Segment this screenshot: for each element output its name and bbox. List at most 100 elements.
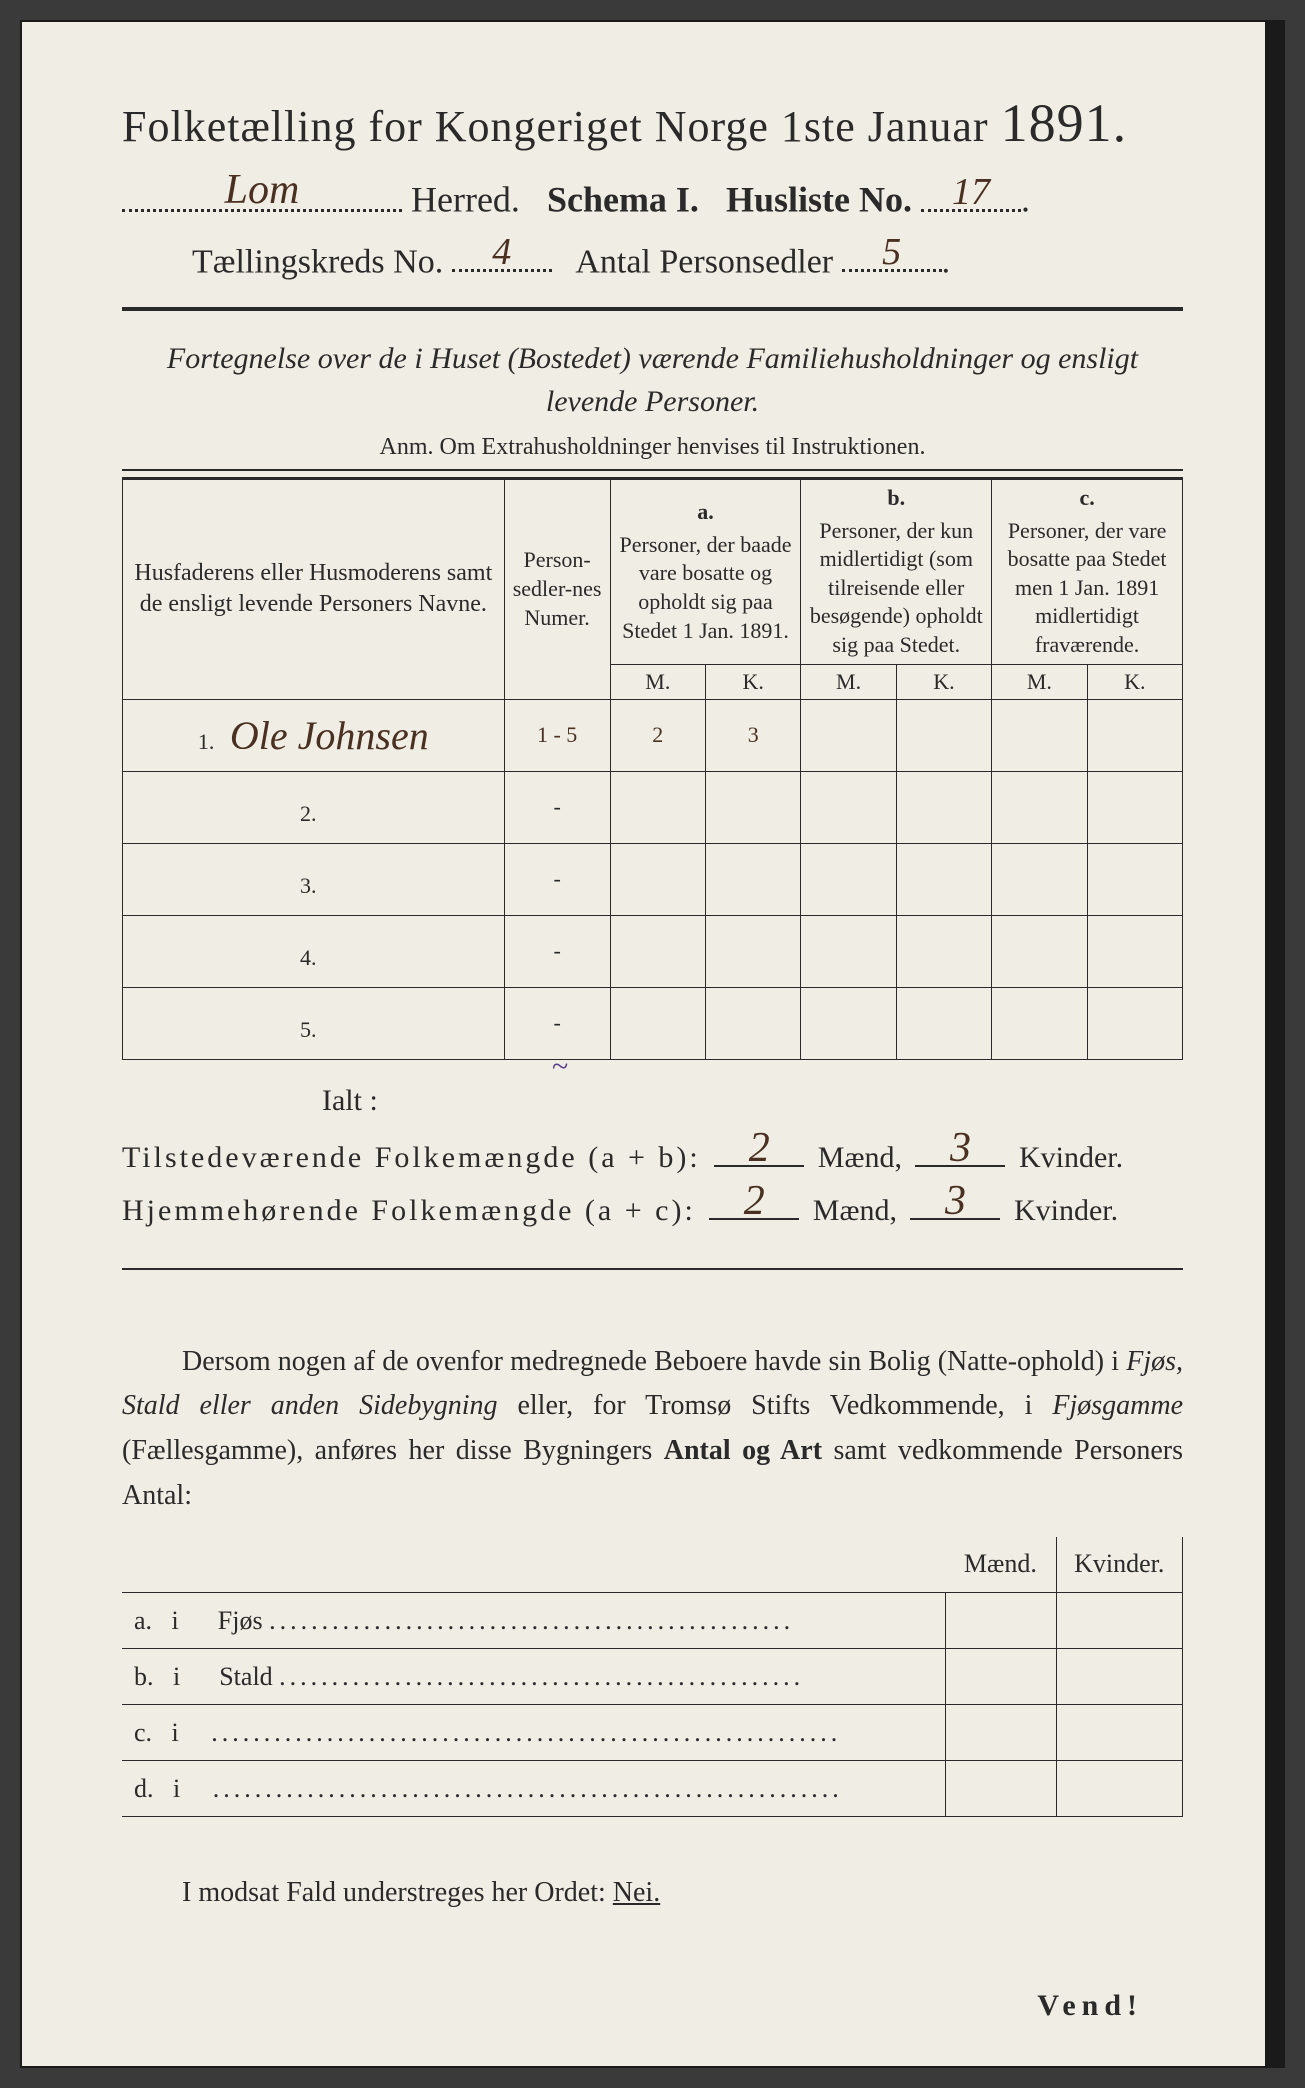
- cell: [992, 699, 1087, 771]
- col-b-label: b.: [807, 484, 985, 513]
- cell: 3: [706, 699, 801, 771]
- small-k-cell: [1056, 1649, 1183, 1705]
- small-m-cell: [945, 1705, 1056, 1761]
- husliste-label: Husliste No.: [726, 180, 912, 220]
- cell: [896, 699, 991, 771]
- sum-line-1: Tilstedeværende Folkemængde (a + b): 2 M…: [122, 1134, 1183, 1175]
- nei-line: I modsat Fald understreges her Ordet: Ne…: [122, 1877, 1183, 1909]
- sum1-k: 3: [915, 1127, 1005, 1169]
- cell: [610, 987, 705, 1059]
- cell: [801, 699, 896, 771]
- antal-value: 5: [842, 233, 942, 271]
- cell: [896, 771, 991, 843]
- cell: [706, 771, 801, 843]
- sum2-m: 2: [709, 1180, 799, 1222]
- small-m-cell: [945, 1593, 1056, 1649]
- col-a-text: Personer, der baade vare bosatte og opho…: [620, 532, 792, 643]
- col1-header: Husfaderens eller Husmoderens samt de en…: [123, 478, 505, 699]
- schema-label: Schema I.: [547, 180, 699, 220]
- anm-text: Anm. Om Extrahusholdninger henvises til …: [122, 434, 1183, 461]
- cell: [706, 915, 801, 987]
- kreds-value: 4: [452, 233, 552, 271]
- mk-header: K.: [706, 664, 801, 699]
- table-row: 1. Ole Johnsen1 - 523: [123, 699, 1183, 771]
- mk-header: K.: [1087, 664, 1182, 699]
- main-table: Husfaderens eller Husmoderens samt de en…: [122, 477, 1183, 1060]
- cell: [896, 843, 991, 915]
- small-k-cell: [1056, 1761, 1183, 1817]
- mk-header: M.: [610, 664, 705, 699]
- small-k-header: Kvinder.: [1056, 1537, 1183, 1593]
- cell: [992, 987, 1087, 1059]
- mk-header: K.: [896, 664, 991, 699]
- cell: [706, 843, 801, 915]
- cell: [1087, 915, 1182, 987]
- small-lead: a. i Fjøs: [122, 1593, 945, 1649]
- sum2-k: 3: [910, 1180, 1000, 1222]
- sum1-k-label: Kvinder.: [1019, 1141, 1123, 1174]
- small-table-row: a. i Fjøs: [122, 1593, 1183, 1649]
- col2-header: Person-sedler-nes Numer.: [504, 478, 610, 699]
- divider-thin: [122, 1268, 1183, 1270]
- cell: [1087, 699, 1182, 771]
- table-row: 4. -: [123, 915, 1183, 987]
- small-lead: c. i: [122, 1705, 945, 1761]
- sedler-cell: -: [504, 987, 610, 1059]
- col-c-text: Personer, der vare bosatte paa Stedet me…: [1008, 518, 1167, 657]
- cell: [992, 771, 1087, 843]
- cell: [801, 843, 896, 915]
- nei-word: Nei.: [613, 1877, 660, 1908]
- title-year: 1891.: [1001, 93, 1128, 153]
- row-number: 4.: [123, 915, 505, 987]
- table-row: 5. -: [123, 987, 1183, 1059]
- cell: [610, 771, 705, 843]
- small-m-header: Mænd.: [945, 1537, 1056, 1593]
- title-text: Folketælling for Kongeriget Norge 1ste J…: [122, 102, 989, 151]
- row-number: 3.: [123, 843, 505, 915]
- row-number: 1. Ole Johnsen: [123, 699, 505, 771]
- table-row: 2. -: [123, 771, 1183, 843]
- cell: [610, 915, 705, 987]
- title: Folketælling for Kongeriget Norge 1ste J…: [122, 92, 1183, 154]
- sedler-cell: 1 - 5: [504, 699, 610, 771]
- small-k-cell: [1056, 1705, 1183, 1761]
- small-lead: b. i Stald: [122, 1649, 945, 1705]
- header-line-3: Tællingskreds No. 4 Antal Personsedler 5…: [122, 235, 1183, 281]
- antal-label: Antal Personsedler: [575, 243, 833, 280]
- table-row: 3. -: [123, 843, 1183, 915]
- small-table: Mænd. Kvinder. a. i Fjøs b. i Stald c. i…: [122, 1537, 1183, 1818]
- cell: [610, 843, 705, 915]
- small-table-row: d. i: [122, 1761, 1183, 1817]
- census-form-page: Folketælling for Kongeriget Norge 1ste J…: [20, 20, 1285, 2068]
- small-k-cell: [1056, 1593, 1183, 1649]
- col-b-text: Personer, der kun midlertidigt (som tilr…: [810, 518, 983, 657]
- vend-label: Vend!: [122, 1989, 1183, 2023]
- cell: [801, 771, 896, 843]
- cell: [801, 987, 896, 1059]
- small-m-cell: [945, 1761, 1056, 1817]
- cell: [896, 987, 991, 1059]
- sedler-cell: -: [504, 915, 610, 987]
- husliste-value: 17: [921, 173, 1021, 211]
- herred-label: Herred.: [411, 180, 520, 220]
- row-number: 2.: [123, 771, 505, 843]
- ialt-label: Ialt :: [322, 1084, 1183, 1118]
- col-a-label: a.: [617, 498, 795, 527]
- col-c-label: c.: [998, 484, 1176, 513]
- sum1-label: Tilstedeværende Folkemængde (a + b):: [122, 1141, 701, 1174]
- sum2-m-label: Mænd,: [813, 1194, 897, 1227]
- herred-value: Lom: [122, 169, 402, 211]
- nei-text: I modsat Fald understreges her Ordet:: [182, 1877, 606, 1908]
- cell: [992, 843, 1087, 915]
- sum2-k-label: Kvinder.: [1014, 1194, 1118, 1227]
- divider: [122, 307, 1183, 311]
- sum2-label: Hjemmehørende Folkemængde (a + c):: [122, 1194, 696, 1227]
- sedler-cell: -: [504, 843, 610, 915]
- cell: [1087, 843, 1182, 915]
- small-table-row: b. i Stald: [122, 1649, 1183, 1705]
- mk-header: M.: [992, 664, 1087, 699]
- cell: [992, 915, 1087, 987]
- sum-line-2: Hjemmehørende Folkemængde (a + c): 2 Mæn…: [122, 1187, 1183, 1228]
- sum1-m: 2: [714, 1127, 804, 1169]
- divider-thin: [122, 469, 1183, 471]
